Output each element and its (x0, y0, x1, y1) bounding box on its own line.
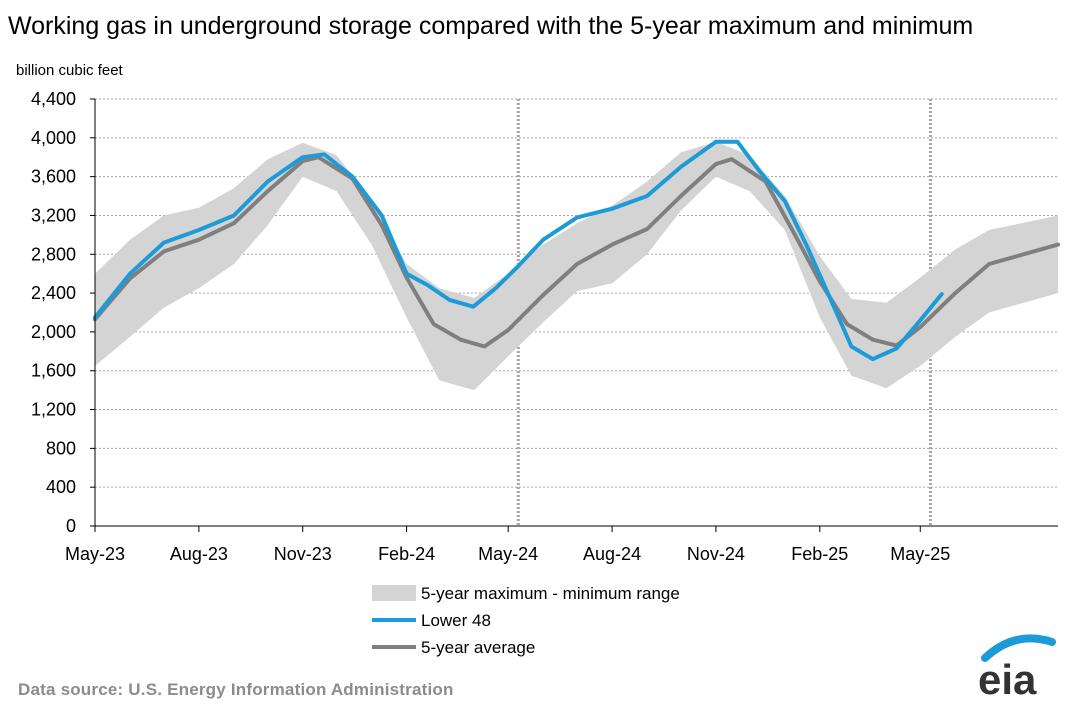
series-line-5-year-average (93, 155, 1060, 349)
y-tick-label: 2,800 (31, 244, 76, 264)
y-tick-label: 400 (46, 477, 76, 497)
x-tick-label: May-23 (65, 544, 125, 564)
y-tick-label: 1,200 (31, 400, 76, 420)
logo-text: eia (978, 656, 1037, 703)
logo-swoosh (981, 634, 1056, 662)
y-tick-label: 1,600 (31, 361, 76, 381)
legend-label: 5-year average (421, 638, 535, 657)
x-tick-label: May-25 (890, 544, 950, 564)
axis-layer: 0 400 800 1,200 1,600 2,000 2,400 2,800 3,200 3,6… (31, 89, 1058, 564)
legend-label: Lower 48 (421, 611, 491, 630)
x-tick-label: Aug-24 (583, 544, 641, 564)
y-tick-label: 800 (46, 438, 76, 458)
legend-label: 5-year maximum - minimum range (421, 584, 680, 603)
y-tick-label: 0 (66, 516, 76, 536)
chart-title: Working gas in underground storage compa… (8, 12, 974, 40)
y-tick-label: 4,000 (31, 128, 76, 148)
series-line-layer (93, 139, 1060, 362)
x-tick-label: Aug-23 (170, 544, 228, 564)
source-note: Data source: U.S. Energy Information Adm… (18, 680, 454, 699)
y-tick-label: 3,600 (31, 167, 76, 187)
y-tick-label: 3,200 (31, 205, 76, 225)
y-tick-label: 2,400 (31, 283, 76, 303)
y-axis-unit-label: billion cubic feet (16, 62, 124, 79)
x-tick-label: May-24 (478, 544, 538, 564)
series-line-lower-48 (93, 139, 944, 362)
x-tick-label: Nov-23 (274, 544, 332, 564)
legend-swatch-range (372, 585, 416, 601)
x-tick-label: Feb-25 (791, 544, 848, 564)
y-tick-label: 4,400 (31, 89, 76, 109)
x-tick-label: Feb-24 (378, 544, 435, 564)
y-tick-label: 2,000 (31, 322, 76, 342)
x-tick-label: Nov-24 (687, 544, 745, 564)
legend: 5-year maximum - minimum range Lower 48 5-… (372, 584, 680, 657)
eia-logo: eia (978, 634, 1056, 703)
